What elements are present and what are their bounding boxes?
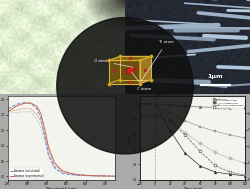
X-axis label: Wavelength (nm): Wavelength (nm) [46,187,76,189]
Point [138,59,141,62]
Line: TOC (C@Ti₂): TOC (C@Ti₂) [138,114,246,177]
Pure Anatase Fiber [244,137,246,139]
Pure Anatase Fiber [198,125,202,128]
Polygon shape [140,56,151,84]
Photolysis [198,106,202,108]
C@Ti Anatase Fiber [198,165,202,167]
Point [134,66,138,69]
Photolysis [168,104,172,107]
Text: Light On: Light On [156,92,168,96]
Point [128,80,132,83]
Point [138,82,141,85]
Polygon shape [57,18,193,154]
Legend: Anatase (calculated), Anatase (experimental): Anatase (calculated), Anatase (experimen… [9,168,44,178]
Line: Pure Anatase Fiber: Pure Anatase Fiber [138,103,246,139]
Photolysis [214,106,216,108]
C@Ti Anatase Fiber [168,129,172,132]
Photolysis [184,105,186,107]
Line: Photolysis: Photolysis [138,103,246,109]
Nano TiO₂ (immobilized) [168,118,172,120]
C@Ti Anatase Fiber [244,175,246,177]
TOC (C@Ti₂) [214,164,216,167]
Text: 1μm: 1μm [208,74,224,79]
TOC (C@Ti₂) [184,133,186,136]
TOC (C@Ti₂) [138,115,141,118]
Pure Anatase Fiber [168,112,172,114]
Pure Anatase Fiber [138,103,141,105]
C@Ti Anatase Fiber [138,103,141,105]
Point [106,59,110,62]
Polygon shape [108,56,151,60]
Point [149,78,153,81]
Nano TiO₂ (immobilized) [214,151,216,153]
C@Ti Anatase Fiber [228,173,232,175]
Point [122,70,126,74]
Y-axis label: Conc.: Conc. [128,133,132,143]
Photolysis [244,107,246,109]
Nano TiO₂ (immobilized) [154,103,156,105]
Nano TiO₂ (immobilized) [138,103,141,105]
Pure Anatase Fiber [154,103,156,105]
Pure Anatase Fiber [228,134,232,136]
TOC (C@Ti₂) [228,171,232,173]
TOC (C@Ti₂) [244,174,246,177]
Polygon shape [108,60,140,84]
Legend: Photolysis, Pure Anatase Fiber, C@Ti Anatase Fiber, Nano TiO₂ (immobilized), TOC: Photolysis, Pure Anatase Fiber, C@Ti Ana… [212,98,244,109]
Photolysis [154,103,156,105]
Point [118,78,122,81]
C@Ti Anatase Fiber [184,152,186,154]
Line: C@Ti Anatase Fiber: C@Ti Anatase Fiber [138,103,246,177]
Photolysis [138,103,141,105]
TOC (C@Ti₂) [198,150,202,152]
Pure Anatase Fiber [214,130,216,132]
Nano TiO₂ (immobilized) [228,157,232,160]
Point [149,55,153,58]
Text: O atom: O atom [94,59,133,67]
X-axis label: Time (min): Time (min) [183,187,202,189]
Point [128,68,132,71]
Photolysis [228,107,232,109]
Point [118,55,122,58]
C@Ti Anatase Fiber [214,171,216,173]
Point [128,57,132,60]
TOC (C@Ti₂) [168,120,172,122]
Pure Anatase Fiber [184,119,186,122]
Text: Ti atom: Ti atom [141,40,174,81]
Nano TiO₂ (immobilized) [244,162,246,164]
Point [112,68,116,71]
Line: Nano TiO₂ (immobilized): Nano TiO₂ (immobilized) [138,103,246,164]
Point [144,68,148,71]
TOC (C@Ti₂) [154,114,156,117]
Point [106,82,110,85]
Text: C atom: C atom [132,72,152,91]
Nano TiO₂ (immobilized) [198,142,202,144]
Nano TiO₂ (immobilized) [184,132,186,134]
C@Ti Anatase Fiber [154,103,156,105]
